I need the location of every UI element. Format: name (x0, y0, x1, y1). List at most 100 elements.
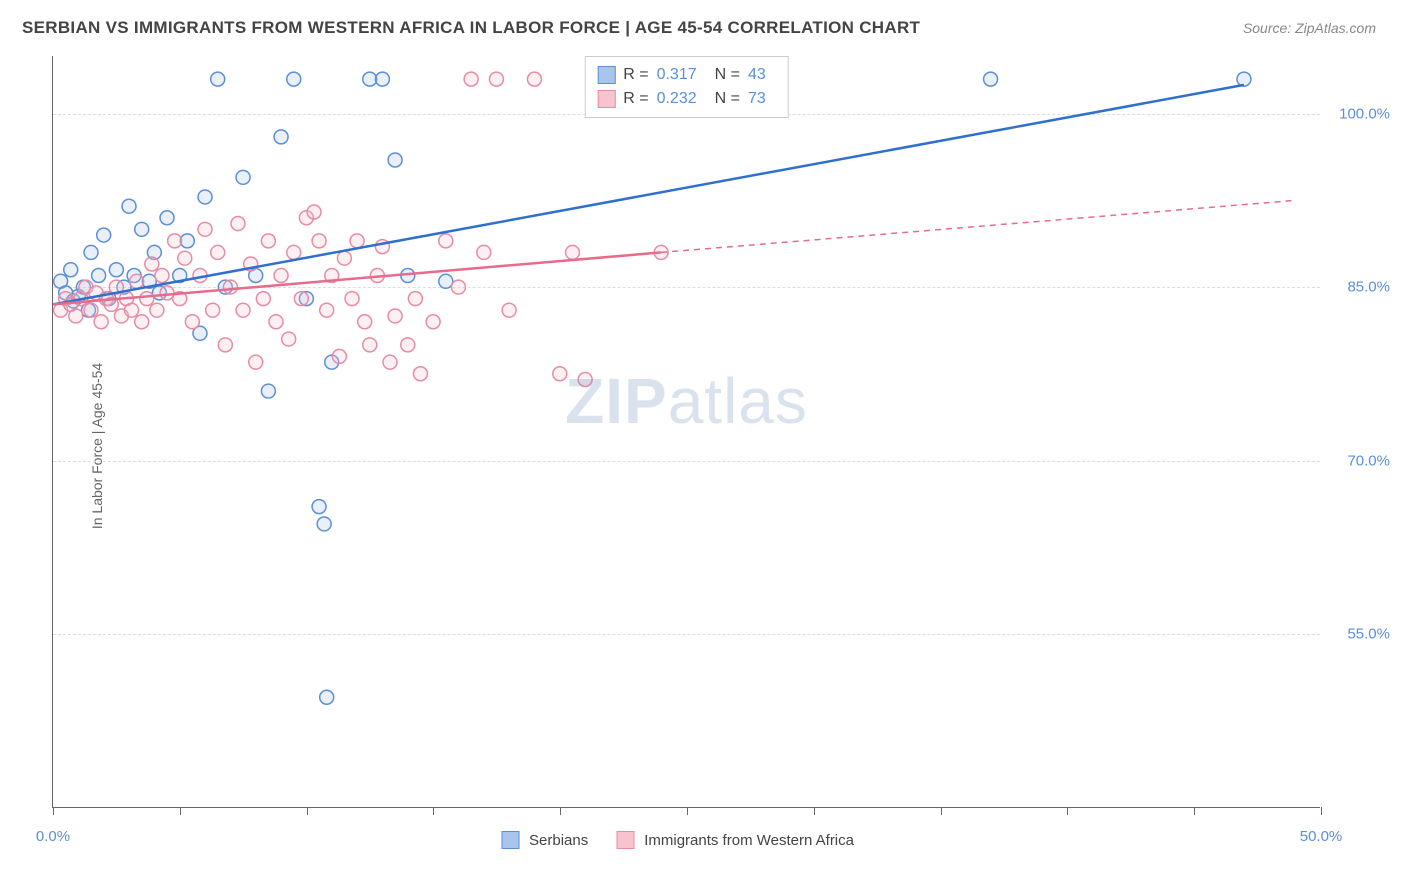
x-tick (687, 807, 688, 815)
x-tick (1067, 807, 1068, 815)
scatter-point (489, 72, 503, 86)
legend-swatch (616, 831, 634, 849)
scatter-point (984, 72, 998, 86)
scatter-point (464, 72, 478, 86)
chart-container: SERBIAN VS IMMIGRANTS FROM WESTERN AFRIC… (0, 0, 1406, 892)
scatter-point (140, 292, 154, 306)
scatter-point (274, 130, 288, 144)
title-bar: SERBIAN VS IMMIGRANTS FROM WESTERN AFRIC… (0, 0, 1406, 48)
legend-correlation: R =0.317N =43R = 0.232 N = 73 (584, 56, 789, 118)
legend-swatch (597, 66, 615, 84)
y-tick-label: 85.0% (1347, 279, 1390, 296)
trend-line-extrapolated (661, 200, 1295, 252)
scatter-point (160, 286, 174, 300)
scatter-point (383, 355, 397, 369)
scatter-point (198, 222, 212, 236)
x-tick-label: 50.0% (1300, 828, 1343, 845)
plot-area: ZIPatlas R =0.317N =43R =0.232N =73 Serb… (52, 56, 1320, 808)
scatter-point (160, 211, 174, 225)
x-tick (53, 807, 54, 815)
scatter-point (408, 292, 422, 306)
scatter-point (135, 315, 149, 329)
scatter-point (155, 269, 169, 283)
plot-svg (53, 56, 1320, 807)
scatter-point (211, 72, 225, 86)
scatter-point (150, 303, 164, 317)
legend-n-label: N = (715, 90, 740, 108)
scatter-point (211, 245, 225, 259)
scatter-point (350, 234, 364, 248)
legend-series-label: Immigrants from Western Africa (644, 832, 854, 849)
legend-r-value: 0.232 (657, 90, 697, 108)
scatter-point (178, 251, 192, 265)
scatter-point (97, 228, 111, 242)
scatter-point (332, 349, 346, 363)
scatter-point (320, 303, 334, 317)
scatter-point (64, 263, 78, 277)
x-tick (560, 807, 561, 815)
scatter-point (256, 292, 270, 306)
y-tick-label: 55.0% (1347, 626, 1390, 643)
scatter-point (312, 234, 326, 248)
x-tick (433, 807, 434, 815)
scatter-point (236, 170, 250, 184)
scatter-point (565, 245, 579, 259)
scatter-point (388, 153, 402, 167)
scatter-point (125, 303, 139, 317)
chart-title: SERBIAN VS IMMIGRANTS FROM WESTERN AFRIC… (22, 18, 920, 38)
scatter-point (145, 257, 159, 271)
scatter-point (363, 338, 377, 352)
scatter-point (206, 303, 220, 317)
y-tick-label: 70.0% (1347, 452, 1390, 469)
scatter-point (69, 309, 83, 323)
scatter-point (122, 199, 136, 213)
scatter-point (92, 269, 106, 283)
scatter-point (358, 315, 372, 329)
scatter-point (477, 245, 491, 259)
scatter-point (527, 72, 541, 86)
scatter-point (94, 315, 108, 329)
legend-swatch (597, 90, 615, 108)
scatter-point (231, 217, 245, 231)
scatter-point (180, 234, 194, 248)
legend-series: SerbiansImmigrants from Western Africa (501, 831, 872, 849)
scatter-point (294, 292, 308, 306)
x-tick (307, 807, 308, 815)
scatter-point (413, 367, 427, 381)
scatter-point (375, 72, 389, 86)
y-tick-label: 100.0% (1339, 105, 1390, 122)
scatter-point (109, 263, 123, 277)
scatter-point (1237, 72, 1251, 86)
legend-r-label: R = (623, 66, 648, 84)
scatter-point (578, 373, 592, 387)
scatter-point (363, 72, 377, 86)
scatter-point (84, 245, 98, 259)
scatter-point (135, 222, 149, 236)
scatter-point (84, 303, 98, 317)
scatter-point (249, 355, 263, 369)
legend-n-label: N = (715, 66, 740, 84)
source-label: Source: ZipAtlas.com (1243, 20, 1376, 36)
x-tick (814, 807, 815, 815)
scatter-point (261, 234, 275, 248)
scatter-point (345, 292, 359, 306)
legend-n-value: 73 (748, 90, 766, 108)
legend-correlation-row: R =0.232N =73 (597, 87, 776, 111)
scatter-point (307, 205, 321, 219)
legend-swatch (501, 831, 519, 849)
x-tick (180, 807, 181, 815)
scatter-point (274, 269, 288, 283)
scatter-point (312, 500, 326, 514)
scatter-point (261, 384, 275, 398)
scatter-point (282, 332, 296, 346)
scatter-point (426, 315, 440, 329)
scatter-point (439, 234, 453, 248)
x-tick (1321, 807, 1322, 815)
legend-correlation-row: R =0.317N =43 (597, 63, 776, 87)
scatter-point (388, 309, 402, 323)
scatter-point (451, 280, 465, 294)
scatter-point (553, 367, 567, 381)
scatter-point (236, 303, 250, 317)
scatter-point (198, 190, 212, 204)
scatter-point (317, 517, 331, 531)
